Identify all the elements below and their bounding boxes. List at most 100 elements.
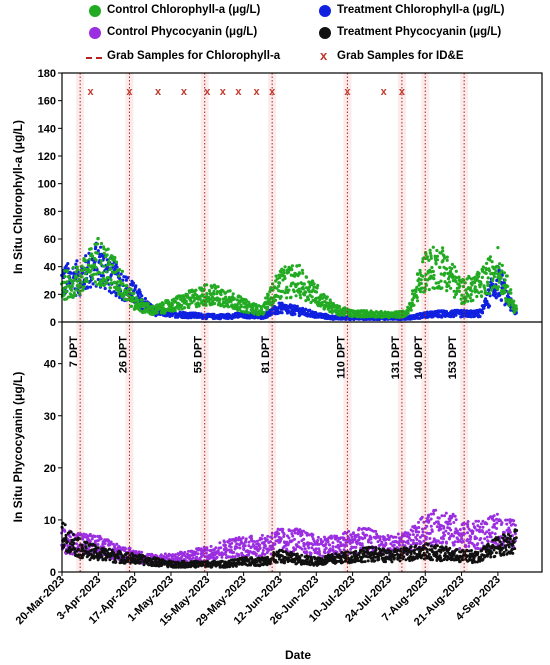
treatment-chl-point [277,311,282,315]
treatment-chl-point [119,272,123,276]
control-pc-point [302,537,306,541]
control-chl-point [108,286,112,290]
treatment-chl-point [85,285,89,289]
control-chl-point [457,289,461,293]
control-chl-point [99,259,103,263]
control-pc-point [493,532,497,536]
control-pc-point [467,544,471,548]
control-chl-point [111,263,115,267]
treatment-chl-point [293,312,297,316]
treatment-pc-point [142,563,146,567]
control-chl-point [409,308,413,312]
control-pc-point [452,543,456,547]
control-pc-point [318,553,322,557]
control-chl-point [441,246,445,250]
control-chl-point [213,301,217,306]
control-chl-point [212,292,216,296]
control-chl-point [102,264,106,268]
control-pc-point [392,543,396,547]
control-chl-point [95,242,100,246]
treatment-chl-point [170,314,174,318]
control-chl-point [485,291,489,296]
control-pc-point [303,547,307,551]
control-chl-point [106,247,110,251]
control-pc-point [88,540,92,543]
control-chl-point [93,242,97,246]
treatment-pc-point [81,553,85,557]
treatment-chl-point [82,282,86,286]
treatment-pc-point [69,530,73,534]
control-chl-point [491,278,495,283]
control-pc-point [478,525,482,529]
control-pc-point [242,547,246,551]
control-chl-point [429,254,433,258]
treatment-pc-point [91,543,95,547]
control-chl-point [425,255,429,259]
control-chl-point [418,290,423,294]
control-pc-point [441,540,445,544]
control-pc-point [350,535,354,539]
control-chl-point [282,271,286,275]
control-pc-point [414,528,418,532]
treatment-chl-point [273,311,277,315]
treatment-pc-point [139,560,143,564]
control-chl-point [427,258,431,262]
control-chl-point [134,296,138,300]
control-chl-point [496,246,500,250]
control-chl-point [173,299,177,303]
control-pc-point [466,538,470,541]
control-chl-point [129,287,133,291]
control-chl-point [71,265,75,270]
treatment-chl-point [487,304,492,308]
control-pc-point [314,547,318,551]
legend-treatment-pc-marker [319,27,331,39]
control-chl-point [90,254,95,258]
control-chl-point [274,274,278,278]
control-chl-point [277,284,281,288]
treatment-chl-point [494,296,498,300]
control-chl-point [439,272,443,276]
treatment-chl-point [99,245,103,249]
control-chl-point [86,279,90,283]
control-pc-point [323,543,327,547]
treatment-chl-point [495,278,499,283]
control-chl-point [435,258,440,262]
control-chl-point [80,280,84,284]
treatment-pc-point [110,548,114,552]
treatment-pc-point [62,543,66,547]
control-chl-point [408,302,412,306]
control-chl-point [304,275,308,279]
control-chl-point [490,260,494,264]
control-pc-point [365,533,369,537]
control-pc-point [443,533,446,537]
legend-control-pc-label: Control Phycocyanin (μg/L) [107,26,258,38]
control-pc-point [331,541,335,545]
control-pc-point [68,535,72,539]
control-chl-point [231,292,235,296]
control-chl-point [411,303,415,307]
control-chl-point [279,270,283,274]
control-chl-point [181,294,185,298]
control-chl-point [457,275,461,279]
control-chl-point [136,298,140,302]
control-pc-point [479,522,483,526]
treatment-pc-point [275,560,279,564]
treatment-chl-point [295,304,299,308]
control-chl-point [131,292,136,296]
control-chl-point [107,276,111,280]
treatment-pc-point [135,554,139,558]
control-pc-point [241,536,245,540]
control-chl-point [299,290,303,294]
treatment-pc-point [114,560,118,564]
control-chl-point [125,284,129,288]
control-chl-point [215,292,219,296]
treatment-pc-point [85,540,89,544]
control-pc-point [472,543,476,547]
control-pc-point [215,555,219,559]
control-chl-point [428,248,432,252]
control-chl-point [216,285,220,289]
control-chl-point [301,271,305,275]
control-chl-point [104,270,108,274]
control-pc-point [327,543,331,547]
control-chl-point [109,267,113,271]
